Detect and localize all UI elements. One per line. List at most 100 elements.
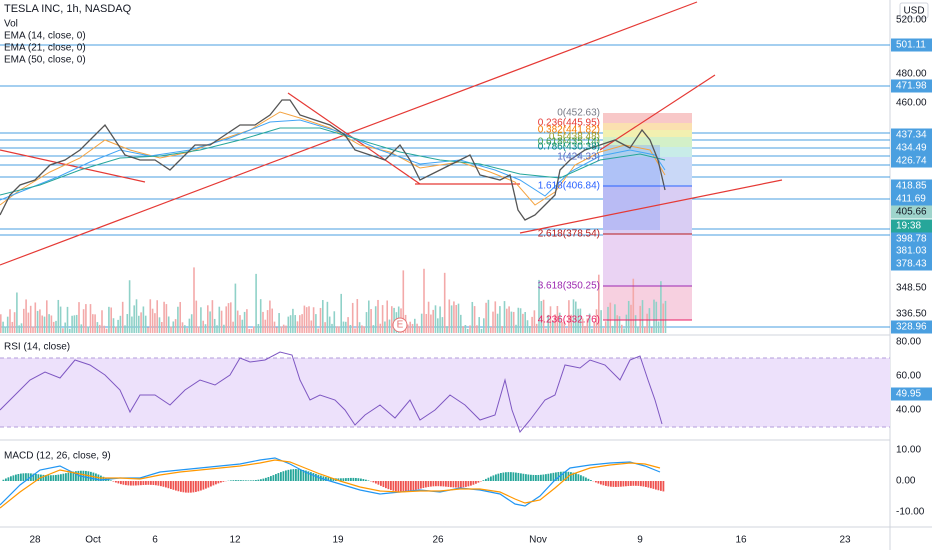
volume-bar (161, 322, 163, 333)
fib-band (603, 113, 692, 123)
position-zone (603, 145, 660, 230)
volume-bar (656, 302, 658, 333)
volume-bar (455, 305, 457, 333)
macd-bar (383, 481, 385, 487)
volume-bar (331, 324, 333, 333)
price-label: 471.98 (896, 81, 927, 92)
volume-bar (377, 300, 379, 333)
volume-bar (120, 316, 122, 333)
macd-bar (215, 481, 217, 484)
macd-bar (445, 481, 447, 487)
macd-bar (208, 481, 210, 488)
macd-bar (270, 476, 272, 481)
macd-bar (513, 472, 515, 481)
time-label: Nov (529, 535, 547, 546)
time-label: 16 (735, 535, 747, 546)
price-label: 381.03 (896, 246, 927, 257)
volume-bar (375, 306, 377, 333)
volume-bar (81, 324, 83, 333)
volume-bar (610, 303, 612, 333)
volume-bar (235, 284, 237, 333)
macd-bar (85, 471, 87, 481)
volume-bar (497, 314, 499, 333)
price-label: 336.50 (896, 309, 927, 320)
macd-bar (450, 481, 452, 487)
macd-bar (168, 481, 170, 488)
volume-bar (64, 323, 66, 333)
macd-bar (590, 480, 592, 481)
volume-bar (239, 315, 241, 333)
macd-bar (418, 481, 420, 489)
price-label: 398.78 (896, 234, 927, 245)
volume-bar (382, 305, 384, 333)
macd-bar (275, 474, 277, 481)
volume-bar (446, 326, 448, 333)
macd-bar (205, 481, 207, 489)
volume-bar (642, 300, 644, 333)
volume-bar (630, 305, 632, 333)
macd-bar (658, 481, 660, 490)
macd-bar (115, 481, 117, 483)
volume-bar (228, 303, 230, 333)
volume-bar (97, 322, 99, 333)
volume-bar (591, 329, 593, 333)
volume-bar (85, 304, 87, 333)
volume-bar (623, 328, 625, 333)
macd-bar (65, 473, 67, 481)
volume-bar (219, 307, 221, 333)
macd-bar (245, 480, 247, 481)
volume-bar (506, 309, 508, 333)
volume-bar (534, 310, 536, 333)
volume-bar (283, 325, 285, 333)
macd-bar (468, 481, 470, 486)
volume-bar (619, 316, 621, 333)
macd-bar (290, 469, 292, 481)
macd-bar (280, 472, 282, 481)
volume-bar (361, 325, 363, 333)
macd-bar (583, 476, 585, 481)
macd-bar (3, 480, 5, 481)
macd-bar (625, 481, 627, 486)
volume-bar (39, 309, 41, 333)
macd-bar (663, 481, 665, 491)
volume-bar (237, 311, 239, 333)
volume-bar (113, 318, 115, 333)
volume-bar (196, 301, 198, 333)
time-label: 12 (229, 535, 241, 546)
macd-bar (180, 481, 182, 492)
macd-bar (165, 481, 167, 487)
macd-bar (525, 474, 527, 481)
macd-bar (408, 481, 410, 491)
volume-bar (635, 315, 637, 333)
macd-bar (548, 474, 550, 481)
volume-bar (386, 301, 388, 333)
volume-bar (221, 311, 223, 333)
price-label: 10.00 (896, 445, 921, 456)
volume-bar (467, 329, 469, 333)
price-label: 418.85 (896, 181, 927, 192)
volume-bar (499, 306, 501, 333)
macd-bar (155, 481, 157, 485)
volume-bar (2, 322, 4, 333)
macd-bar (298, 469, 300, 481)
volume-bar (317, 328, 319, 333)
volume-bar (504, 301, 506, 333)
volume-bar (306, 307, 308, 333)
volume-bar (117, 320, 119, 333)
macd-bar (470, 481, 472, 486)
symbol-title: TESLA INC, 1h, NASDAQ (4, 3, 132, 15)
volume-bar (163, 302, 165, 333)
volume-bar (409, 322, 411, 333)
macd-bar (538, 475, 540, 481)
macd-bar (588, 479, 590, 481)
macd-bar (385, 481, 387, 488)
volume-bar (639, 306, 641, 333)
volume-bar (485, 303, 487, 333)
volume-bar (370, 309, 372, 333)
volume-bar (492, 312, 494, 333)
macd-bar (605, 481, 607, 486)
macd-bar (425, 481, 427, 487)
volume-bar (478, 317, 480, 333)
volume-bar (281, 326, 283, 333)
macd-bar (125, 481, 127, 485)
